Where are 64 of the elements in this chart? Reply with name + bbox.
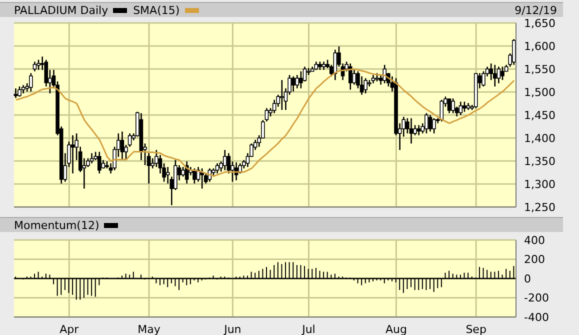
y-tick-label: 1,350 (524, 154, 556, 168)
candlestick (367, 79, 372, 88)
candlestick (29, 72, 33, 92)
y-tick-label: 1,500 (524, 86, 556, 99)
candlestick (432, 118, 436, 134)
candlestick (458, 101, 463, 116)
y-tick-label: -200 (524, 292, 549, 305)
x-tick-label: Aug (385, 322, 407, 335)
candlestick (451, 98, 455, 114)
candlestick (447, 98, 452, 114)
candlestick (348, 62, 352, 90)
candlestick (482, 70, 486, 88)
candlestick (36, 59, 40, 71)
legend-label: Momentum(12) (14, 218, 100, 232)
candlestick (264, 107, 269, 122)
candlestick (295, 74, 300, 89)
candlestick (416, 124, 421, 136)
candlestick (413, 124, 417, 136)
candlestick (496, 66, 501, 84)
y-tick-label: 1,250 (524, 200, 556, 214)
x-tick-label: Jun (223, 322, 242, 335)
candlestick (181, 166, 185, 178)
candlestick (97, 151, 102, 174)
candlestick (120, 130, 124, 161)
y-tick-label: 1,450 (524, 108, 556, 122)
candlestick (14, 88, 18, 99)
y-tick-label: 1,600 (524, 40, 556, 53)
y-tick-label: 1,650 (524, 16, 556, 30)
x-tick-label: Apr (60, 322, 80, 335)
legend-label: SMA(15) (133, 4, 180, 16)
x-tick-label: Sep (466, 322, 486, 335)
candlestick (492, 64, 497, 88)
candlestick (90, 152, 94, 164)
candlestick (222, 149, 227, 171)
candlestick (299, 70, 303, 89)
candlestick (272, 99, 276, 114)
candlestick (291, 76, 296, 92)
candlestick (192, 168, 196, 184)
candlestick (409, 118, 414, 144)
candlestick (215, 162, 220, 174)
candlestick (352, 69, 356, 86)
y-tick-label: 1,550 (524, 62, 556, 76)
candlestick (204, 172, 208, 184)
text: 9/12/19 (514, 4, 558, 16)
candlestick (280, 79, 284, 111)
x-tick-label: Jul (301, 322, 316, 335)
y-tick-label: 400 (524, 234, 545, 247)
x-tick-label: May (138, 322, 161, 335)
y-tick-label: 1,400 (524, 132, 556, 145)
legend-label: PALLADIUM Daily (14, 4, 108, 16)
y-tick-label: 200 (524, 253, 545, 266)
candlestick (500, 66, 504, 81)
y-tick-label: -400 (524, 310, 549, 324)
y-tick-label: 0 (524, 272, 531, 286)
candlestick (70, 134, 75, 174)
y-tick-label: 1,300 (524, 178, 556, 191)
candlestick (360, 76, 364, 96)
candlestick (364, 78, 368, 94)
candlestick (32, 60, 37, 72)
candlestick (424, 112, 428, 134)
candlestick (462, 101, 466, 112)
candlestick (428, 114, 432, 132)
candlestick (512, 38, 516, 66)
candlestick (18, 86, 22, 98)
